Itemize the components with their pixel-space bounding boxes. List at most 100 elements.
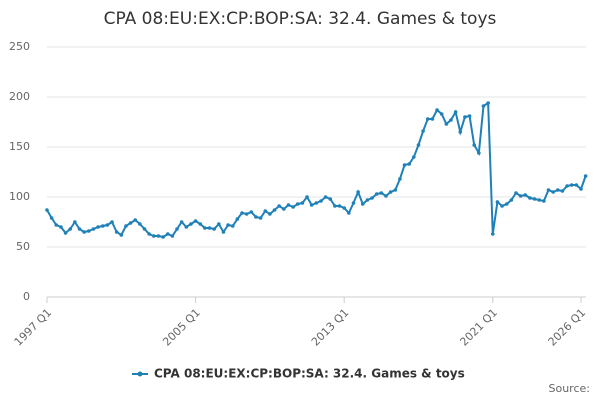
point: [421, 129, 425, 133]
point: [481, 104, 486, 108]
point: [249, 210, 254, 214]
y-tick-label: 0: [23, 290, 30, 303]
point: [175, 227, 179, 231]
point: [198, 222, 203, 226]
point: [189, 222, 193, 226]
point: [68, 227, 73, 231]
legend-label: CPA 08:EU:EX:CP:BOP:SA: 32.4. Games & to…: [154, 367, 465, 381]
point: [509, 198, 514, 202]
point: [333, 204, 337, 208]
point: [114, 230, 119, 234]
point: [133, 218, 138, 222]
point: [337, 204, 342, 208]
point: [453, 110, 458, 114]
point: [444, 122, 449, 126]
point: [156, 234, 161, 238]
y-tick-label: 250: [9, 40, 30, 53]
point: [49, 216, 54, 220]
point: [147, 232, 151, 236]
point: [161, 235, 165, 239]
point: [439, 112, 444, 116]
point: [569, 183, 574, 187]
point: [500, 204, 504, 208]
point: [244, 212, 249, 216]
point: [504, 202, 509, 206]
point: [398, 177, 402, 181]
point: [583, 174, 588, 178]
point: [282, 207, 286, 211]
point: [574, 183, 579, 187]
point: [579, 187, 583, 191]
point: [402, 163, 407, 167]
point: [323, 195, 328, 199]
point: [314, 201, 319, 205]
series-line: [46, 101, 587, 239]
point: [388, 190, 393, 194]
point: [347, 211, 351, 215]
point: [184, 225, 189, 229]
point: [138, 222, 142, 226]
y-tick-label: 150: [9, 140, 30, 153]
point: [124, 224, 128, 228]
point: [268, 212, 272, 216]
point: [342, 206, 346, 210]
point: [300, 201, 305, 205]
source-label: Source:: [549, 382, 591, 395]
point: [82, 230, 86, 234]
point: [514, 191, 518, 195]
point: [240, 211, 244, 215]
point: [45, 208, 49, 212]
point: [105, 223, 110, 227]
point: [477, 151, 481, 155]
point: [263, 209, 268, 213]
point: [495, 200, 500, 204]
point: [203, 226, 207, 230]
point: [272, 208, 277, 212]
point: [235, 217, 240, 221]
point: [425, 117, 430, 121]
x-tick-label: 1997 Q1: [12, 306, 55, 349]
point: [374, 192, 379, 196]
point: [100, 224, 105, 228]
point: [435, 108, 439, 112]
point: [291, 205, 295, 209]
point: [555, 188, 560, 192]
point: [551, 190, 555, 194]
point: [193, 219, 198, 223]
point: [490, 232, 495, 236]
point: [165, 232, 170, 236]
point: [212, 227, 216, 231]
point: [542, 199, 546, 203]
point: [560, 189, 565, 193]
point: [258, 216, 263, 220]
point: [486, 101, 490, 105]
point: [207, 226, 212, 230]
point: [230, 224, 235, 228]
y-tick-label: 50: [16, 240, 30, 253]
x-tick-label: 2013 Q1: [309, 306, 352, 349]
point: [351, 201, 356, 205]
point: [59, 225, 63, 229]
point: [467, 114, 472, 118]
point: [54, 223, 59, 227]
point: [119, 233, 124, 237]
point: [63, 231, 68, 235]
point: [110, 220, 114, 224]
point: [463, 115, 467, 119]
point: [179, 220, 184, 224]
point: [370, 196, 374, 200]
point: [142, 227, 147, 231]
legend-marker: [137, 371, 143, 377]
point: [309, 203, 314, 207]
y-tick-label: 200: [9, 90, 30, 103]
point: [226, 223, 230, 227]
point: [295, 202, 300, 206]
x-tick-label: 2021 Q1: [457, 306, 500, 349]
point: [91, 227, 96, 231]
point: [328, 197, 333, 201]
point: [96, 225, 100, 229]
point: [128, 221, 133, 225]
point: [356, 190, 360, 194]
point: [393, 188, 398, 192]
point: [379, 191, 384, 195]
